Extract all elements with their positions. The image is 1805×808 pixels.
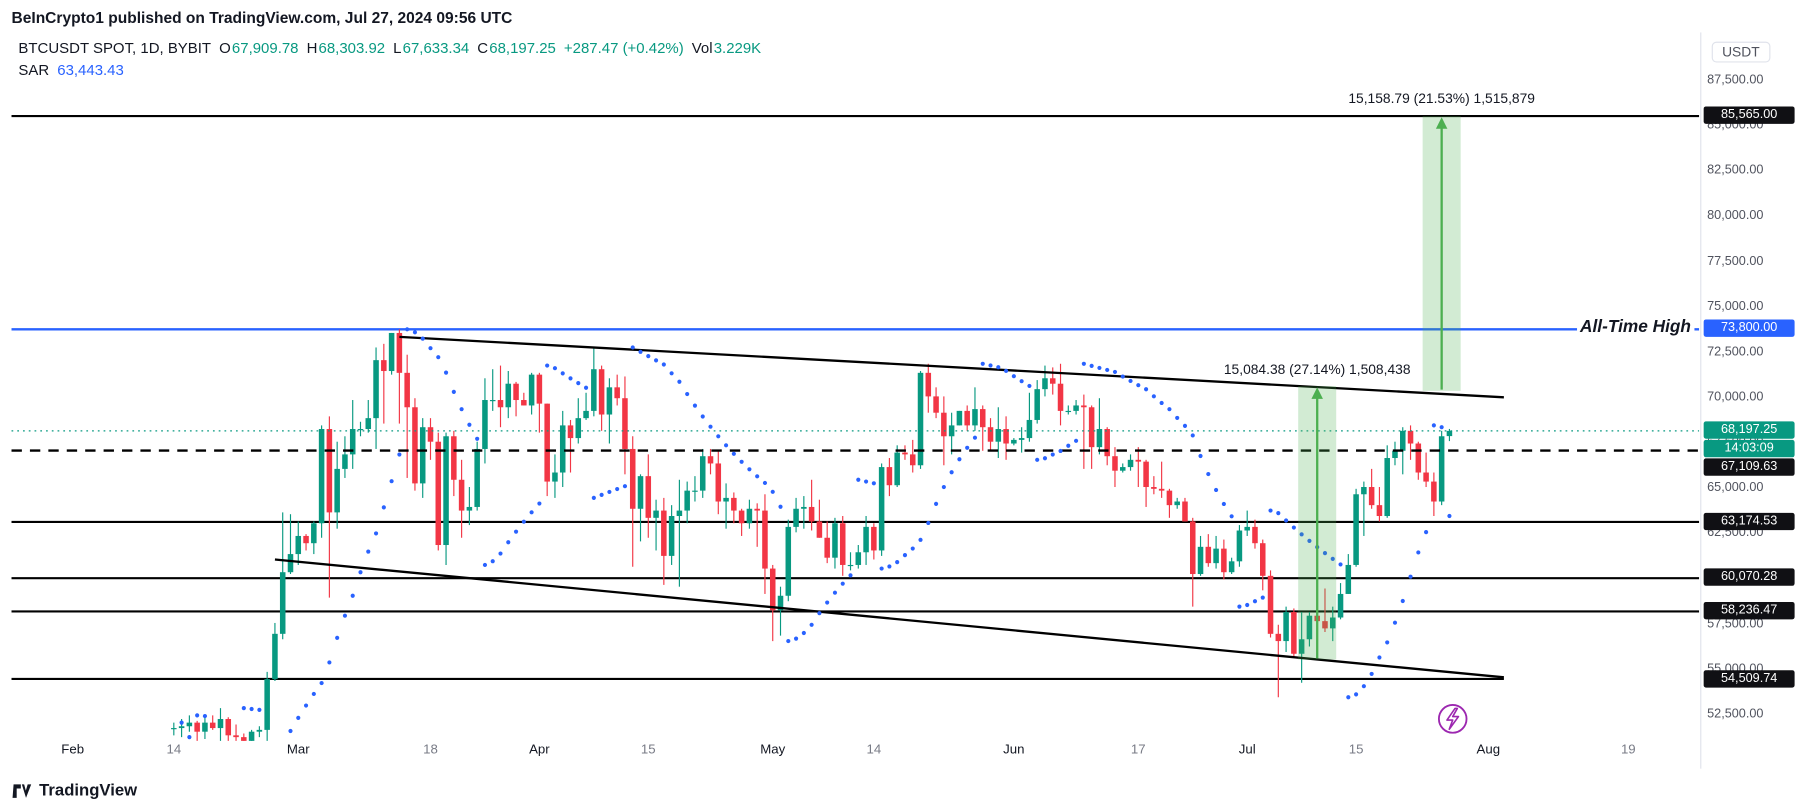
time-axis-label: 18 (423, 743, 438, 758)
time-axis-label: Jul (1238, 743, 1256, 758)
tradingview-footer[interactable]: TradingView (12, 780, 138, 801)
currency-toggle[interactable]: USDT (1711, 41, 1771, 63)
flash-icon[interactable] (1437, 704, 1468, 734)
time-axis-label: Jun (1003, 743, 1025, 758)
trendline (399, 335, 1504, 399)
sar-indicator-value: 63,443.43 (57, 61, 124, 79)
price-badge: 54,509.74 (1703, 669, 1795, 688)
projection-label: 15,084.38 (27.14%) 1,508,438 (1223, 360, 1411, 377)
parabolic-sar-dots (179, 327, 1452, 740)
trendline (274, 558, 1504, 679)
price-axis-label: 80,000.00 (1707, 208, 1764, 223)
time-axis-label: Mar (286, 743, 310, 758)
ohlc-high: H 68,303.92 (306, 39, 386, 57)
time-axis-label: Aug (1476, 743, 1501, 758)
ohlc-open: O 67,909.78 (219, 39, 299, 57)
time-axis-label: 15 (640, 743, 656, 758)
time-axis-label: Feb (61, 743, 85, 758)
price-axis-border (1700, 32, 1702, 769)
ohlc-close: C 68,197.25 (477, 39, 556, 57)
price-axis-label: 75,000.00 (1707, 299, 1764, 314)
time-axis-label: 14 (166, 743, 182, 758)
price-axis-label: 52,500.00 (1707, 707, 1764, 722)
price-axis-label: 82,500.00 (1707, 163, 1764, 178)
price-badge: 68,197.25 (1703, 421, 1795, 439)
price-axis-label: 87,500.00 (1707, 72, 1764, 87)
projection-arrowhead (1435, 117, 1448, 129)
time-axis-label: May (760, 743, 786, 758)
symbol-legend: BTCUSDT SPOT, 1D, BYBIT O 67,909.78 H 68,3… (18, 39, 761, 56)
time-axis-label: 19 (1620, 743, 1636, 758)
sar-legend: SAR 63,443.43 (18, 61, 123, 78)
all-time-high-label: All-Time High (1576, 317, 1695, 338)
price-axis-label: 57,500.00 (1707, 616, 1764, 631)
price-badge: 73,800.00 (1703, 320, 1795, 338)
volume: Vol 3.229K (691, 39, 762, 57)
projection-label: 15,158.79 (21.53%) 1,515,879 (1348, 90, 1535, 107)
price-axis-label: 65,000.00 (1707, 480, 1764, 495)
flash-icon-bolt (1446, 707, 1460, 731)
price-axis-label: 77,500.00 (1707, 254, 1764, 269)
price-badge: 60,070.28 (1703, 568, 1795, 587)
tradingview-logo-icon (12, 780, 33, 801)
symbol-title: BTCUSDT SPOT, 1D, BYBIT (18, 39, 212, 57)
candlestick-series (171, 329, 1453, 741)
price-badge: 85,565.00 (1703, 106, 1795, 125)
time-axis-label: 14 (866, 743, 882, 758)
time-axis-label: 15 (1348, 743, 1364, 758)
projection-arrowhead (1311, 387, 1323, 399)
time-axis-label: 17 (1130, 743, 1146, 758)
countdown-badge: 14:03:09 (1703, 440, 1795, 458)
tradingview-brand: TradingView (39, 781, 138, 800)
price-badge: 63,174.53 (1703, 512, 1795, 530)
price-change: +287.47 (+0.42%) (563, 39, 684, 57)
price-badge: 67,109.63 (1703, 458, 1795, 477)
sar-indicator-label: SAR (18, 61, 50, 79)
attribution-header: BeInCrypto1 published on TradingView.com… (11, 9, 513, 27)
price-axis-label: 70,000.00 (1707, 390, 1764, 404)
time-axis-label: Apr (529, 743, 550, 758)
ohlc-low: L 67,633.34 (393, 39, 470, 57)
price-axis-label: 72,500.00 (1707, 344, 1764, 359)
price-badge: 58,236.47 (1703, 602, 1795, 620)
